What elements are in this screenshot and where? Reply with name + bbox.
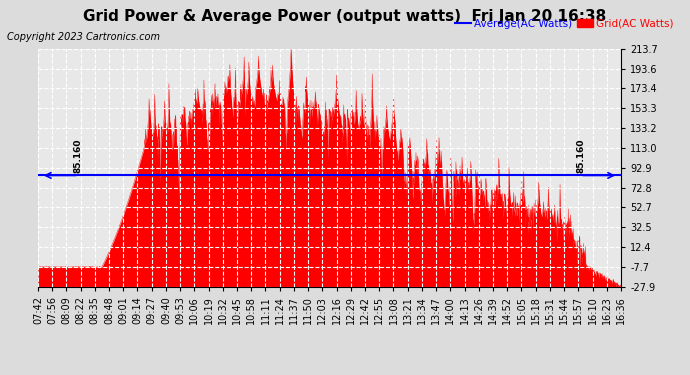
- Text: 85.160: 85.160: [73, 139, 82, 174]
- Text: Grid Power & Average Power (output watts)  Fri Jan 20 16:38: Grid Power & Average Power (output watts…: [83, 9, 607, 24]
- Legend: Average(AC Watts), Grid(AC Watts): Average(AC Watts), Grid(AC Watts): [451, 15, 678, 33]
- Text: Copyright 2023 Cartronics.com: Copyright 2023 Cartronics.com: [7, 32, 160, 42]
- Text: 85.160: 85.160: [577, 139, 586, 174]
